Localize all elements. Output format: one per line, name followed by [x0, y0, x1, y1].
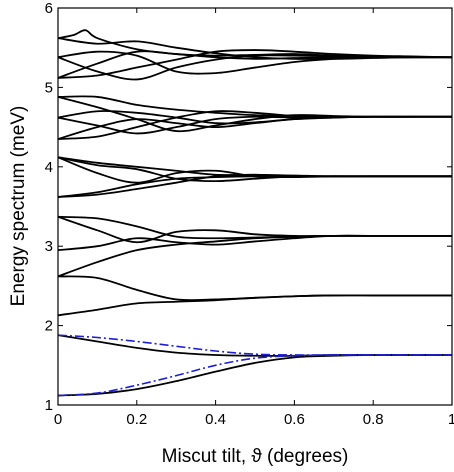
series-line-19 — [57, 96, 452, 133]
y-tick-label: 5 — [45, 79, 53, 96]
x-tick-label: 0.8 — [363, 411, 384, 428]
y-tick-label: 6 — [45, 0, 53, 17]
x-tick-label: 1 — [448, 411, 454, 428]
y-axis-label: Energy spectrum (meV) — [8, 106, 29, 307]
x-tick-label: 0.6 — [284, 411, 305, 428]
y-tick-label: 1 — [45, 397, 53, 414]
ticks-layer: 0 0.2 0.4 0.6 0.8 1 1 2 3 4 5 6 — [45, 0, 454, 428]
series-layer — [57, 29, 453, 397]
series-line-26 — [57, 37, 453, 60]
series-line-9 — [57, 215, 452, 244]
x-tick-label: 0.4 — [205, 411, 226, 428]
dashdot-series-line-2 — [57, 354, 452, 397]
series-line-5 — [57, 275, 452, 302]
y-tick-label: 3 — [45, 238, 53, 255]
y-tick-label: 2 — [45, 318, 53, 335]
y-tick-label: 4 — [45, 159, 53, 176]
x-tick-label: 0.2 — [126, 411, 147, 428]
x-axis-label: Miscut tilt, ϑ (degrees) — [162, 446, 349, 467]
series-line-25 — [57, 29, 453, 59]
series-line-1 — [57, 334, 452, 357]
plot-frame — [57, 7, 453, 406]
series-line-13 — [57, 156, 452, 182]
series-line-14 — [57, 156, 452, 178]
x-tick-label: 0 — [54, 411, 62, 428]
dashdot-series-line-3 — [57, 334, 452, 356]
series-line-20 — [57, 95, 452, 118]
